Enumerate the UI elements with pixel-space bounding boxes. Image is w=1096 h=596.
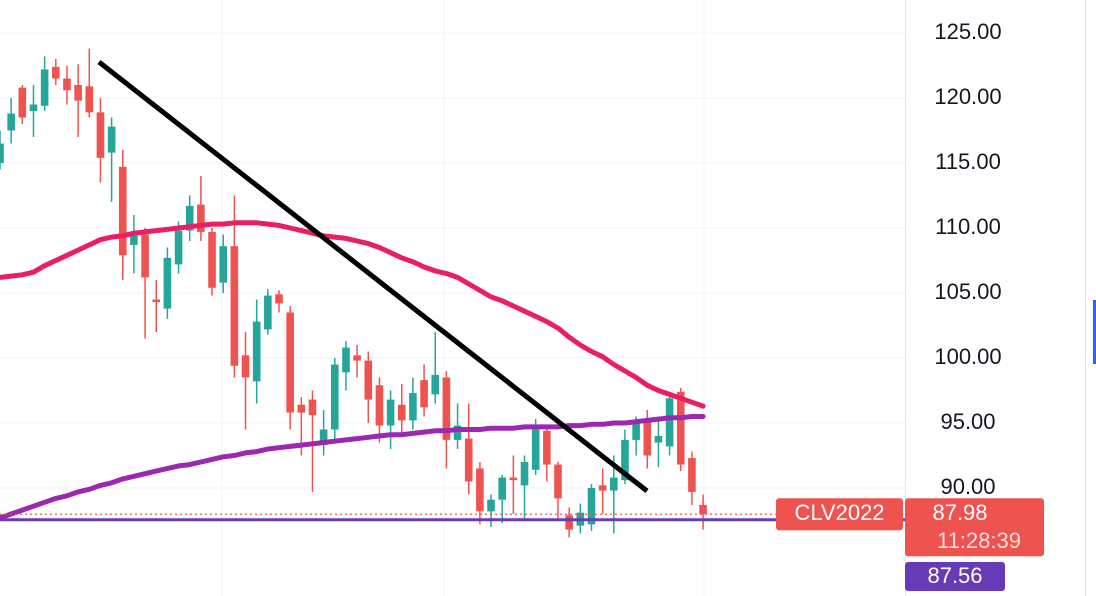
candle-body <box>632 422 640 440</box>
symbol-label: CLV2022 <box>794 500 884 525</box>
candle-body <box>688 458 696 492</box>
candle-body <box>40 69 49 106</box>
candle-body <box>63 78 71 91</box>
candle-body <box>52 66 60 79</box>
candle-body <box>665 398 674 447</box>
candle-body <box>130 234 138 245</box>
y-tick-label: 110.00 <box>935 214 1001 239</box>
candle-body <box>118 166 127 256</box>
candle-body <box>342 347 350 373</box>
candle-body <box>520 461 529 486</box>
candle-body <box>219 246 227 283</box>
candle-body <box>197 204 205 232</box>
candle-body <box>208 231 216 288</box>
candle-body <box>554 464 562 499</box>
plot <box>0 32 905 538</box>
candle-body <box>252 321 261 382</box>
candle-body <box>74 85 82 101</box>
candle-body <box>598 485 607 491</box>
y-tick-label: 105.00 <box>934 279 1001 304</box>
y-tick-label: 90.00 <box>940 474 995 499</box>
symbol-badge <box>776 498 903 531</box>
candle-body <box>174 230 183 265</box>
candle-body <box>319 429 328 446</box>
candle-body <box>643 420 652 456</box>
candle-body <box>331 364 339 430</box>
candle-body <box>476 468 484 512</box>
candle-body <box>152 299 161 303</box>
candle-body <box>85 86 94 113</box>
candle-body <box>509 477 518 481</box>
y-tick-label: 115.00 <box>935 149 1001 174</box>
candle-body <box>163 257 172 309</box>
candle-body <box>7 113 15 131</box>
candle-body <box>18 87 27 118</box>
y-tick-label: 100.00 <box>934 344 1001 369</box>
last-price-badge <box>905 498 1044 557</box>
last-price-label: 87.98 <box>932 500 987 525</box>
candle-body <box>699 504 707 515</box>
side-indicator <box>1093 300 1096 364</box>
candle-body <box>375 385 384 426</box>
countdown-label: 11:28:39 <box>937 528 1021 553</box>
candle-body <box>420 380 428 408</box>
candle-body <box>107 126 116 153</box>
candle-body <box>487 499 495 512</box>
price-line-label: 87.56 <box>927 563 982 588</box>
candle-body <box>364 360 373 400</box>
candle-body <box>386 399 395 426</box>
price-labels: 90.00 95.00 100.00 105.00 110.00 115.00 120.00… <box>776 19 1044 591</box>
trend-line <box>97 60 649 493</box>
side-panel <box>1085 0 1096 596</box>
candle-body <box>610 477 618 491</box>
candle-body <box>397 404 406 421</box>
candle-body <box>264 295 272 330</box>
candle-body <box>308 399 317 416</box>
candle-body <box>565 515 573 530</box>
candle-body <box>0 143 4 164</box>
candle-body <box>442 377 451 440</box>
candle-body <box>654 435 663 443</box>
candle-body <box>409 393 417 421</box>
candle-body <box>543 430 551 465</box>
price-line-badge <box>905 562 1005 591</box>
candle-body <box>29 104 38 112</box>
candle-body <box>464 438 473 482</box>
candle-body <box>587 487 596 525</box>
moving-average-line <box>0 220 706 409</box>
candle-body <box>531 429 540 470</box>
candle-body <box>96 112 105 158</box>
moving-average-line <box>0 414 706 521</box>
candle-body <box>241 355 250 378</box>
candle-body <box>621 439 629 481</box>
candle-body <box>676 391 685 465</box>
candle-body <box>431 374 440 395</box>
candle-body <box>185 205 194 231</box>
candle-body <box>353 355 361 361</box>
candle-body <box>286 312 294 413</box>
candle-body <box>230 246 239 366</box>
y-tick-label: 120.00 <box>934 84 1001 109</box>
y-tick-label: 125.00 <box>934 19 1001 44</box>
candle-body <box>498 477 506 500</box>
candle-body <box>297 404 306 413</box>
candle-body <box>141 234 149 278</box>
y-tick-label: 95.00 <box>940 409 995 434</box>
candle-body <box>275 294 283 304</box>
candle-body <box>453 425 462 440</box>
